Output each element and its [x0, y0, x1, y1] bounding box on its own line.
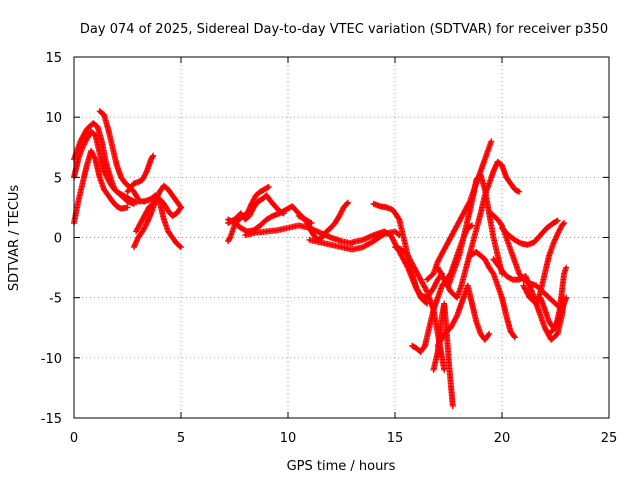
series-trace-23	[434, 282, 493, 349]
series-trace-14	[306, 228, 403, 253]
data-point	[134, 194, 141, 201]
x-tick-label: 0	[70, 431, 78, 446]
x-tick-label: 25	[601, 431, 618, 446]
data-point	[511, 334, 518, 341]
data-point	[516, 188, 523, 195]
y-tick-label: -5	[49, 292, 62, 307]
x-tick-label: 5	[177, 431, 185, 446]
data-point	[563, 264, 570, 271]
y-tick-label: 5	[54, 171, 62, 186]
y-tick-label: 15	[45, 51, 62, 66]
data-point	[510, 333, 517, 340]
data-point	[488, 138, 495, 145]
data-point	[150, 152, 157, 159]
series-trace-10	[225, 192, 287, 227]
y-tick-label: 0	[54, 232, 62, 247]
series-trace-8	[135, 192, 184, 251]
series-trace-3	[71, 120, 137, 207]
data-point	[554, 217, 561, 224]
x-axis-title: GPS time / hours	[287, 459, 396, 474]
series-trace-11	[225, 203, 315, 235]
series-trace-22	[445, 171, 505, 289]
y-tick-label: -15	[41, 412, 62, 427]
data-point	[130, 200, 137, 207]
data-point	[469, 222, 476, 229]
data-point	[226, 235, 233, 242]
data-point	[486, 330, 493, 337]
data-point	[178, 244, 184, 251]
y-tick-label: 10	[45, 111, 62, 126]
data-point	[485, 331, 492, 338]
y-axis-title: SDTVAR / TECUs	[7, 185, 22, 292]
y-tick-label: -10	[41, 352, 62, 367]
data-point	[176, 243, 183, 250]
x-tick-label: 20	[494, 431, 511, 446]
series-trace-9	[225, 183, 272, 245]
series-trace-1	[71, 147, 131, 227]
x-tick-label: 10	[280, 431, 297, 446]
data-point	[265, 183, 272, 190]
series-trace-5	[124, 152, 157, 195]
data-point	[560, 220, 567, 227]
series-trace-26	[490, 256, 568, 343]
data-point	[561, 220, 568, 227]
axis-ticks: 0 5 10 15 20 25 -15 -10 -5 0 5 10 15	[41, 51, 618, 446]
data-point	[441, 366, 448, 373]
series-trace-21	[434, 158, 523, 301]
data-point	[177, 205, 184, 212]
data-point	[124, 204, 131, 211]
x-tick-label: 15	[387, 431, 404, 446]
data-points	[71, 108, 570, 409]
data-point	[178, 204, 184, 211]
data-point	[423, 287, 430, 294]
data-point	[149, 153, 156, 160]
data-point	[421, 344, 428, 351]
data-point	[449, 402, 456, 409]
data-point	[344, 199, 351, 206]
series-trace-24	[466, 248, 518, 341]
chart-title: Day 074 of 2025, Sidereal Day-to-day VTE…	[80, 22, 608, 37]
data-point	[155, 197, 162, 204]
series-trace-30	[546, 264, 570, 337]
series-trace-4	[96, 108, 142, 202]
data-point	[344, 200, 351, 207]
series-trace-19	[430, 300, 456, 409]
series-trace-27	[499, 217, 561, 248]
data-point	[395, 215, 402, 222]
data-point	[453, 314, 460, 321]
